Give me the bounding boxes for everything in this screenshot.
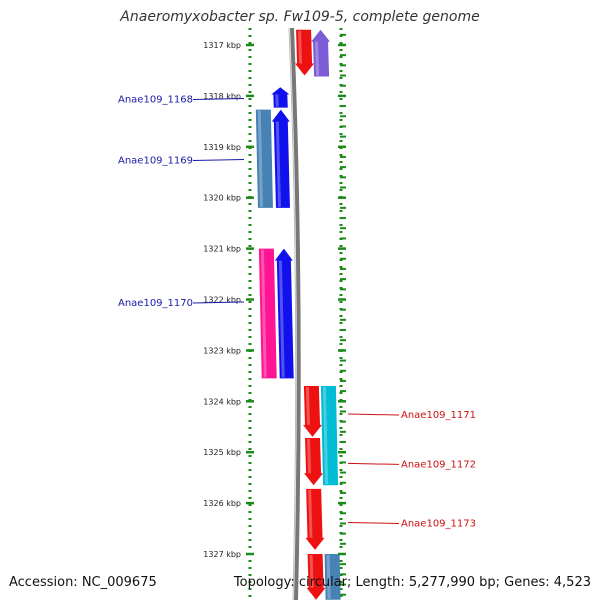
- tick-1323: 1323 kbp: [203, 346, 346, 355]
- gene-feature-cyan-1171: [320, 386, 339, 486]
- tick-label: 1327 kbp: [203, 550, 241, 559]
- tick-1319: 1319 kbp: [203, 143, 346, 152]
- tick-label: 1318 kbp: [203, 92, 241, 101]
- gene-arrow: [304, 437, 324, 486]
- gene-name: Anae109_1172: [401, 459, 476, 470]
- tick-label: 1319 kbp: [203, 143, 241, 152]
- gene-highlight: [322, 387, 329, 485]
- tick-1321: 1321 kbp: [203, 245, 346, 254]
- tick-label: 1320 kbp: [203, 194, 241, 203]
- gene-highlight: [326, 555, 331, 599]
- tick-label: 1326 kbp: [203, 499, 241, 508]
- gene-label-Anae109_1172: Anae109_1172: [347, 459, 476, 470]
- gene-highlight: [308, 489, 313, 538]
- gene-label-Anae109_1168: Anae109_1168: [118, 94, 245, 105]
- gene-feature-blue-small: [271, 87, 290, 108]
- gene-arrow: [306, 554, 326, 600]
- genome-summary: Topology: circular; Length: 5,277,990 bp…: [233, 575, 591, 590]
- tick-1317: 1317 kbp: [203, 41, 346, 50]
- tick-1322: 1322 kbp: [203, 296, 346, 305]
- gene-feature-blue-1170: [274, 248, 294, 379]
- tick-1325: 1325 kbp: [203, 448, 346, 457]
- gene-leader-line: [192, 301, 245, 304]
- gene-arrow: [258, 248, 277, 379]
- gene-feature-red-1173: [305, 488, 325, 550]
- backbone-arc: [290, 27, 301, 600]
- gene-arrow: [305, 488, 325, 550]
- gene-feature-steel-bottom: [324, 554, 341, 600]
- gene-highlight: [315, 41, 320, 76]
- gene-highlight: [298, 30, 303, 64]
- backbone-shadow: [288, 27, 297, 600]
- gene-feature-red-top: [295, 29, 315, 76]
- gene-arrow: [274, 248, 294, 379]
- tick-label: 1325 kbp: [203, 448, 241, 457]
- tick-label: 1321 kbp: [203, 245, 241, 254]
- gene-arrow: [303, 386, 323, 437]
- gene-arrow: [271, 87, 290, 108]
- tick-label: 1317 kbp: [203, 41, 241, 50]
- gene-name: Anae109_1168: [118, 94, 193, 105]
- gene-leader-line: [192, 97, 245, 100]
- gene-label-Anae109_1170: Anae109_1170: [118, 298, 245, 309]
- tick-1324: 1324 kbp: [203, 397, 346, 406]
- tick-1326: 1326 kbp: [203, 499, 346, 508]
- gene-leader-line: [347, 521, 400, 524]
- gene-name: Anae109_1170: [118, 298, 193, 309]
- gene-feature-red-bottom: [306, 554, 326, 600]
- gene-feature-pink-1170: [258, 248, 277, 379]
- gene-highlight: [275, 94, 279, 107]
- gene-highlight: [257, 110, 263, 207]
- gene-highlight: [307, 438, 312, 474]
- gene-highlight: [278, 260, 285, 378]
- gene-leader-line: [347, 413, 400, 416]
- tick-1320: 1320 kbp: [203, 194, 346, 203]
- gene-arrow: [320, 386, 339, 486]
- gene-leader-line: [347, 462, 400, 465]
- gene-leader-line: [192, 159, 245, 162]
- gene-name: Anae109_1171: [401, 410, 476, 421]
- gene-name: Anae109_1169: [118, 156, 193, 167]
- gene-feature-purple-top: [311, 29, 331, 77]
- gene-feature-steel-1168: [255, 109, 273, 208]
- tick-1327: 1327 kbp: [203, 550, 346, 559]
- genome-title: Anaeromyxobacter sp. Fw109-5, complete g…: [120, 9, 480, 25]
- left-tick-ring: [248, 28, 346, 600]
- gene-highlight: [305, 387, 311, 425]
- gene-highlight: [309, 555, 314, 588]
- accession-label: Accession: NC_009675: [9, 575, 157, 590]
- gene-arrow: [295, 29, 315, 76]
- gene-arrow: [324, 554, 341, 600]
- gene-highlight: [260, 249, 267, 378]
- tick-label: 1322 kbp: [203, 296, 241, 305]
- gene-feature-red-1171: [303, 386, 323, 437]
- gene-feature-red-1172: [304, 437, 324, 486]
- gene-arrow: [255, 109, 273, 208]
- gene-arrow: [271, 109, 290, 208]
- gene-highlight: [275, 121, 281, 207]
- gene-name: Anae109_1173: [401, 518, 476, 529]
- tick-label: 1323 kbp: [203, 346, 241, 355]
- gene-label-Anae109_1173: Anae109_1173: [347, 518, 476, 529]
- gene-label-Anae109_1169: Anae109_1169: [118, 156, 245, 167]
- gene-feature-blue-1169: [271, 109, 290, 208]
- gene-arrow: [311, 29, 331, 77]
- tick-1318: 1318 kbp: [203, 92, 346, 101]
- gene-label-Anae109_1171: Anae109_1171: [347, 410, 476, 421]
- tick-label: 1324 kbp: [203, 397, 241, 406]
